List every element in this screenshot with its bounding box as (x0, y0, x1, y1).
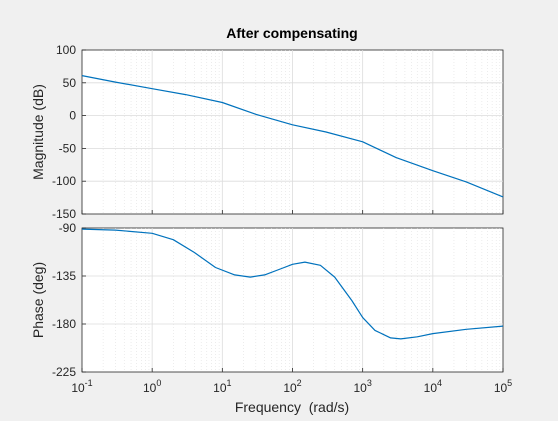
y-tick-label: -180 (52, 317, 76, 331)
magnitude-axes: After compensating 100 50 0 -50 -100 -150 Mag… (30, 25, 504, 221)
x-tick-label: 100 (143, 378, 161, 395)
y-tick-label: -225 (52, 365, 76, 379)
chart-title: After compensating (226, 25, 357, 41)
y-tick-label: -135 (52, 269, 76, 283)
x-tick-label: 103 (353, 378, 371, 395)
y-tick-label: -150 (52, 207, 76, 221)
x-tick-label: 105 (494, 378, 512, 395)
x-axis-label: Frequency (rad/s) (235, 399, 349, 415)
x-tick-label: 104 (424, 378, 442, 395)
magnitude-y-tick-labels: 100 50 0 -50 -100 -150 (52, 43, 76, 221)
x-tick-label: 101 (213, 378, 231, 395)
phase-y-tick-labels: -90 -135 -180 -225 (52, 221, 76, 379)
magnitude-series-line (81, 75, 504, 198)
x-tick-labels: 10-1 100 101 102 103 104 105 (71, 378, 512, 395)
y-tick-label: -100 (52, 174, 76, 188)
magnitude-grid (81, 49, 504, 215)
x-tick-label: 10-1 (71, 378, 92, 395)
y-tick-label: -90 (59, 221, 77, 235)
y-tick-label: 100 (56, 43, 76, 57)
phase-y-axis-label: Phase (deg) (30, 262, 46, 338)
y-tick-label: 0 (69, 109, 76, 123)
y-tick-label: -50 (59, 141, 77, 155)
phase-axes: -90 -135 -180 -225 10-1 100 101 102 103 104 105 P… (30, 221, 512, 415)
x-tick-label: 102 (283, 378, 301, 395)
phase-grid (81, 227, 504, 373)
y-tick-label: 50 (63, 76, 77, 90)
phase-series-line (81, 228, 504, 340)
magnitude-y-axis-label: Magnitude (dB) (30, 84, 46, 180)
